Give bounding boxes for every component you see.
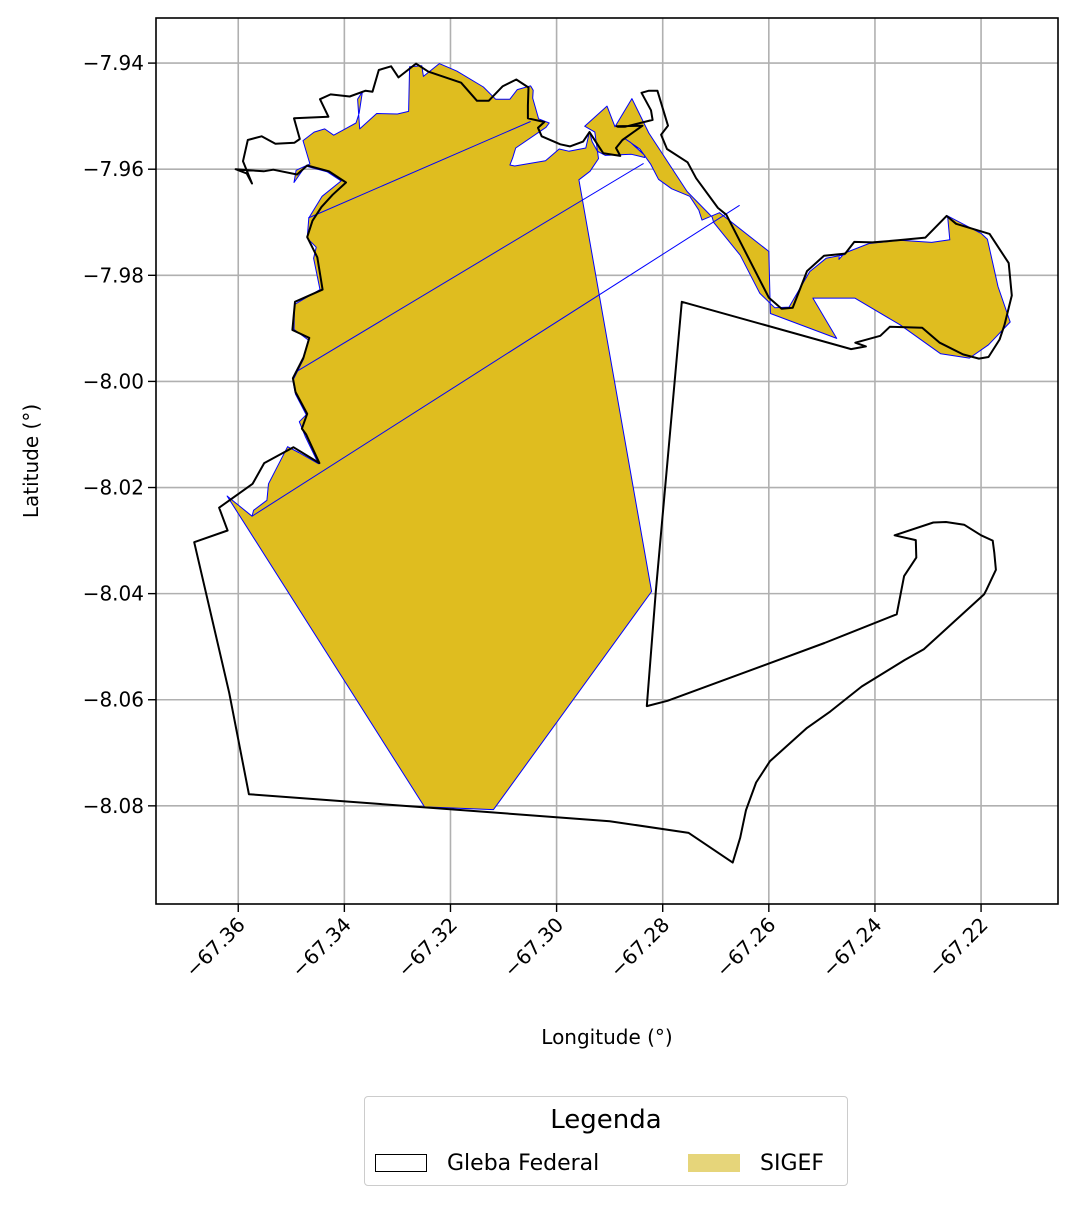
y-tick-label-6: −8.06 [83, 688, 144, 712]
gleba-federal-layer [193, 62, 1013, 864]
y-tick-label-5: −8.04 [83, 582, 144, 606]
legend-title: Legenda [550, 1105, 662, 1135]
y-tick-label-1: −7.96 [83, 157, 144, 181]
x-axis-title: Longitude (°) [541, 1025, 672, 1049]
y-axis-title: Latitude (°) [19, 404, 43, 518]
legend-label-sigef: SIGEF [760, 1150, 825, 1176]
legend-entry-gleba-federal: Gleba Federal [375, 1150, 600, 1176]
gleba-federal-outline-0 [193, 62, 1013, 864]
y-tick-label-7: −8.08 [83, 794, 144, 818]
sigef-parcel-line-1 [294, 162, 644, 373]
y-tick-label-2: −7.98 [83, 263, 144, 287]
y-tick-label-4: −8.02 [83, 476, 144, 500]
legend-entry-sigef: SIGEF [688, 1150, 825, 1176]
y-axis-ticks: −7.94 −7.96 −7.98 −8.00 −8.02 −8.04 −8.06 −8.08 [83, 51, 156, 818]
y-tick-label-0: −7.94 [83, 51, 144, 75]
legend-swatch-sigef [688, 1154, 740, 1172]
legend: Legenda Gleba Federal SIGEF [364, 1096, 848, 1186]
sigef-parcel-line-2 [308, 121, 531, 219]
legend-swatch-gleba-federal [375, 1154, 427, 1172]
y-tick-label-3: −8.00 [83, 369, 144, 393]
plot-frame [155, 17, 1059, 905]
legend-label-gleba-federal: Gleba Federal [447, 1150, 600, 1176]
sigef-layer [226, 63, 1011, 811]
sigef-parcel-line-0 [251, 204, 740, 517]
